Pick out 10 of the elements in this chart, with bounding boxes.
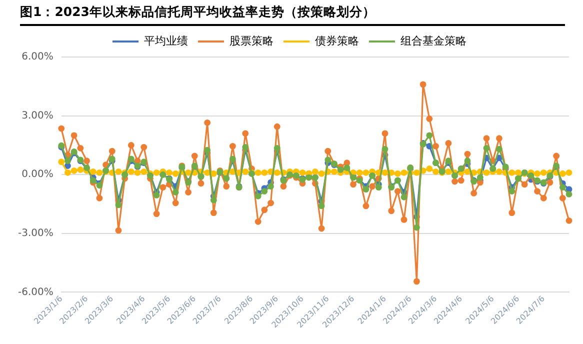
legend-label: 平均业绩 — [144, 34, 188, 48]
y-tick-label: 6.00% — [22, 52, 54, 63]
y-tick-label: 3.00% — [22, 110, 54, 122]
chart-title: 图1：2023年以来标品信托周平均收益率走势（按策略划分） — [20, 4, 565, 26]
legend-label: 债券策略 — [315, 34, 359, 48]
y-tick-label: 0.00% — [22, 169, 54, 180]
legend-label: 组合基金策略 — [400, 34, 466, 48]
legend-label: 股票策略 — [230, 34, 274, 48]
y-tick-label: -3.00% — [18, 228, 54, 239]
y-tick-label: -6.00% — [18, 286, 54, 298]
